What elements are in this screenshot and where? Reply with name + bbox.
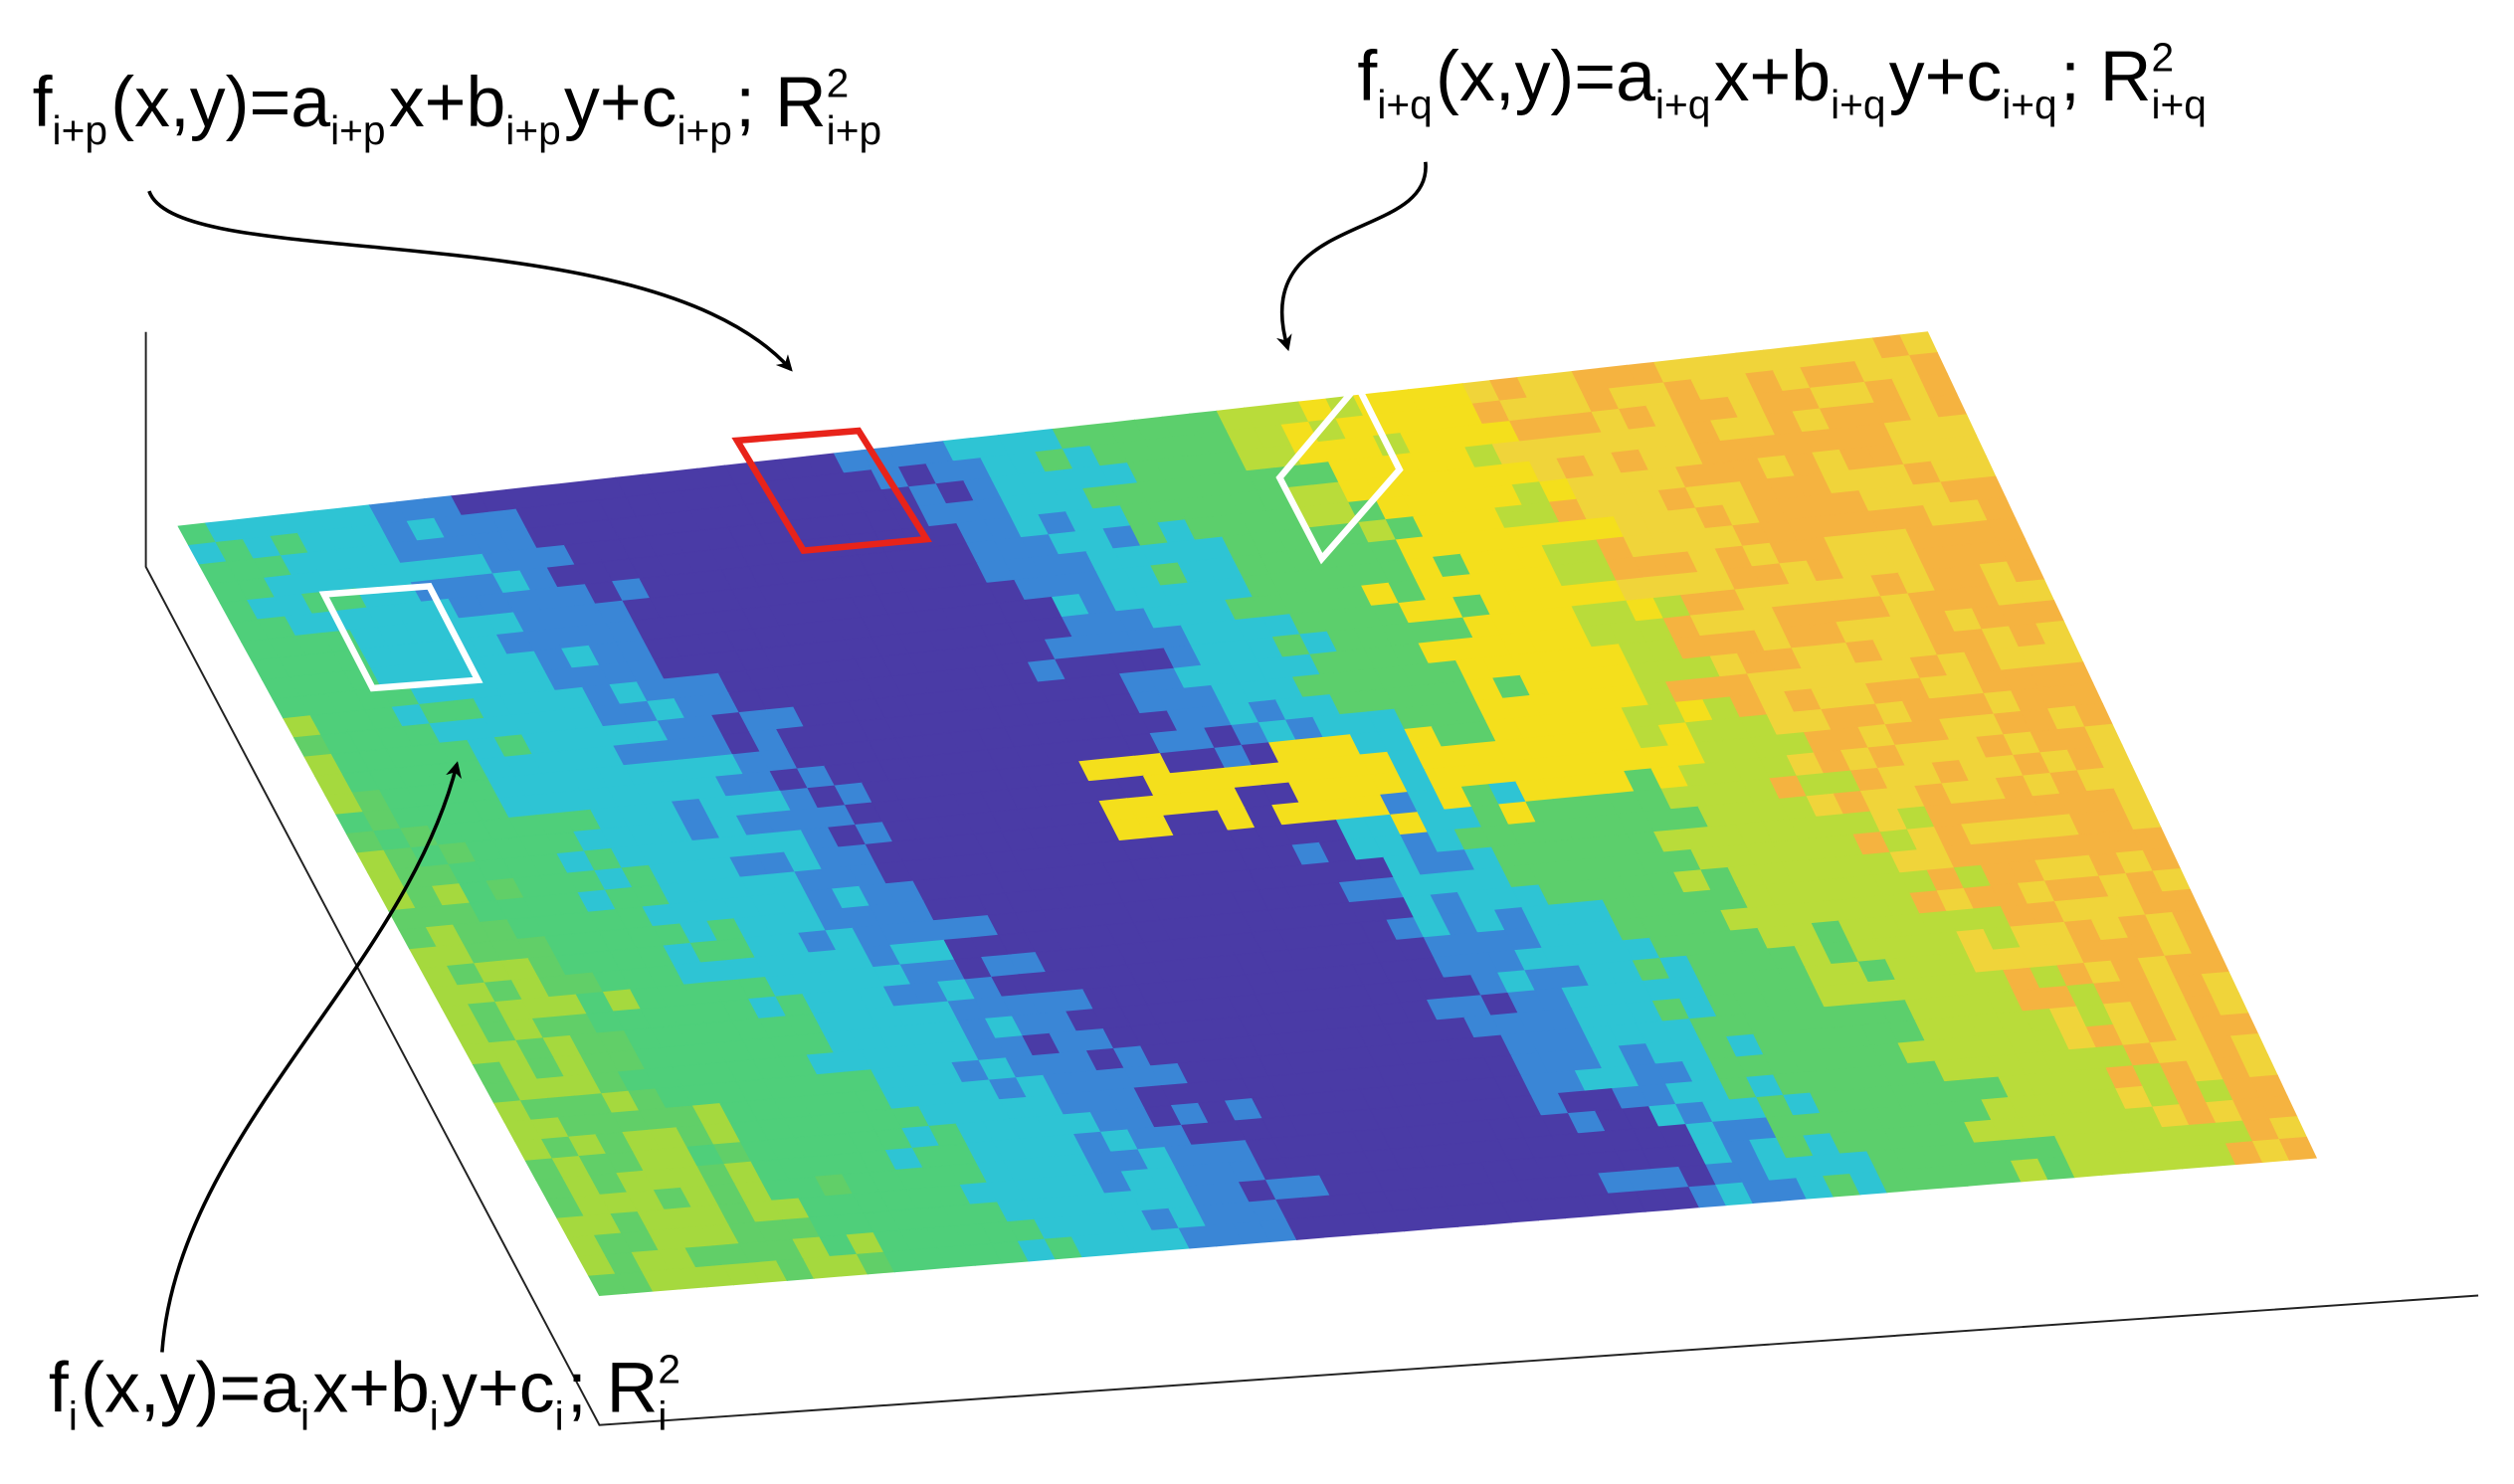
formula-index: i xyxy=(555,1393,564,1439)
patch-white xyxy=(1275,379,1404,565)
base-plane xyxy=(144,331,2479,1426)
surface xyxy=(177,331,2318,1296)
formula-text: f xyxy=(1357,37,1377,116)
formula-index: 2 xyxy=(827,61,850,106)
plane-outline xyxy=(144,331,2479,1426)
arrow xyxy=(1275,161,1428,352)
arrow xyxy=(147,190,793,372)
formula-index: i xyxy=(300,1393,309,1439)
formula-text: f xyxy=(49,1349,69,1428)
formula-index: i+p xyxy=(330,107,385,153)
surface-cell xyxy=(2278,1136,2318,1161)
formula-text: (x,y)=a xyxy=(81,1349,300,1428)
formula-text: x+b xyxy=(389,63,505,142)
arrow xyxy=(160,761,462,1353)
formula-text: f xyxy=(33,63,53,142)
formula-index: i+q xyxy=(2002,82,2056,127)
formula-index: i+q xyxy=(1831,82,1885,127)
formula-index: i+p xyxy=(505,107,560,153)
formula-text: x+b xyxy=(312,1349,429,1428)
formula-index: 2 xyxy=(658,1346,680,1391)
formula-index: i+p xyxy=(53,107,107,153)
formula-text: ; R xyxy=(2060,37,2152,116)
formula-index: i+q xyxy=(1655,82,1710,127)
formula-index: 2 xyxy=(2151,35,2174,81)
patch-white xyxy=(318,582,483,692)
patch-red xyxy=(731,427,932,554)
formula-text: (x,y)=a xyxy=(1436,37,1655,116)
formula-index: i+p xyxy=(677,107,731,153)
formula-text: y+c xyxy=(1889,37,2002,116)
formula-text: y+c xyxy=(564,63,677,142)
formula-index: i xyxy=(658,1393,667,1439)
formula-index: i+p xyxy=(827,107,881,153)
patches xyxy=(318,379,1404,692)
formula-text: y+c xyxy=(442,1349,554,1428)
formula-text: ; R xyxy=(735,63,827,142)
arrows xyxy=(147,161,1428,1353)
labels: f i+p (x,y)=a i+p x+b i+p y+c i+p; R 2i+pf i+q (x,… xyxy=(33,35,2207,1439)
formula-text: (x,y)=a xyxy=(110,63,330,142)
formula-index: i+q xyxy=(1377,82,1432,127)
formula-index: i+q xyxy=(2151,82,2206,127)
formula-text: x+b xyxy=(1714,37,1831,116)
formula-index: i xyxy=(69,1393,78,1439)
formula-index: i xyxy=(430,1393,439,1439)
formula-text: ; R xyxy=(567,1349,659,1428)
